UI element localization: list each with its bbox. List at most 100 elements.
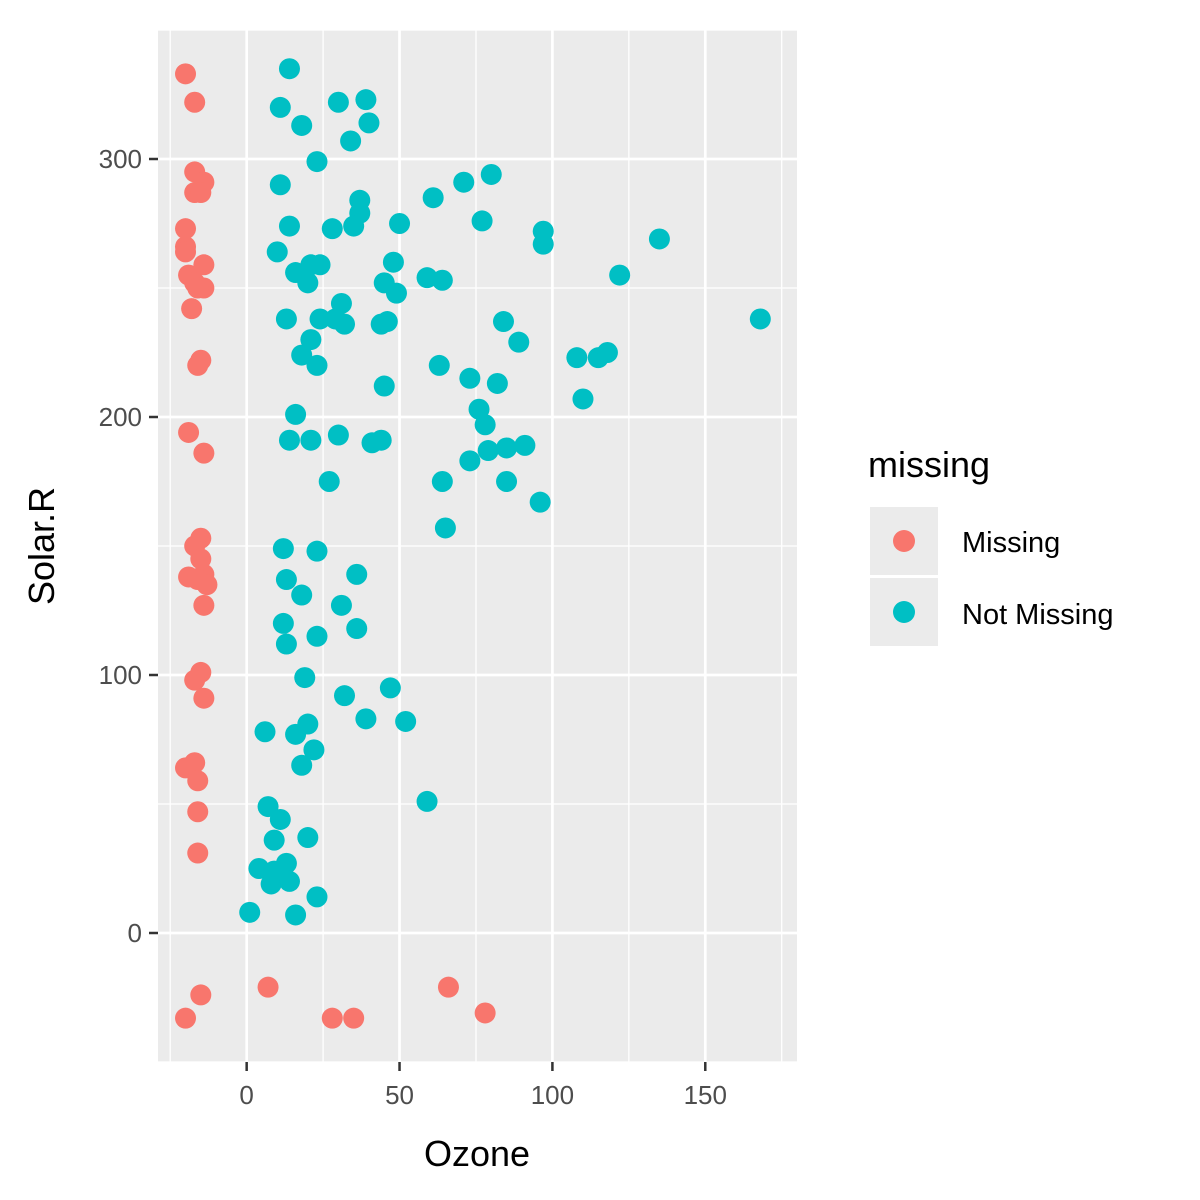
data-point — [334, 685, 356, 707]
data-point — [187, 277, 209, 299]
data-point — [492, 311, 514, 333]
data-point — [306, 625, 328, 647]
data-point — [187, 354, 209, 376]
data-point — [389, 213, 411, 234]
x-tick-label: 150 — [684, 1080, 727, 1110]
data-point — [181, 298, 203, 320]
data-point — [471, 210, 493, 232]
data-point — [321, 1007, 343, 1029]
data-point — [318, 471, 340, 492]
data-point — [260, 873, 282, 895]
data-point — [306, 354, 328, 376]
data-point — [572, 388, 594, 410]
data-point — [285, 403, 307, 425]
data-point — [373, 375, 395, 397]
data-point — [285, 904, 307, 926]
data-point — [190, 182, 212, 204]
data-point — [327, 424, 349, 446]
data-point — [254, 721, 276, 743]
data-point — [395, 710, 417, 732]
x-axis: 0 50 100 150 — [239, 1062, 727, 1110]
data-point — [278, 215, 300, 237]
data-point — [385, 282, 407, 304]
y-axis-title: Solar.R — [21, 487, 62, 605]
data-point — [321, 218, 343, 240]
data-point — [532, 233, 554, 255]
data-point — [266, 241, 288, 263]
legend-label-missing: Missing — [962, 527, 1060, 559]
data-point — [190, 984, 212, 1006]
data-point — [514, 434, 536, 456]
data-point — [382, 251, 404, 273]
data-point — [291, 754, 313, 776]
data-point — [297, 272, 319, 294]
data-point — [269, 174, 291, 196]
data-point — [428, 354, 450, 376]
y-axis: 0 100 200 300 — [99, 144, 158, 948]
y-tick-label: 0 — [128, 918, 142, 948]
legend-dot-missing — [893, 530, 915, 552]
data-point — [300, 329, 322, 351]
data-point — [596, 342, 618, 363]
x-tick-label: 0 — [239, 1080, 253, 1110]
data-point — [272, 538, 294, 560]
data-point — [257, 976, 279, 998]
legend-label-not-missing: Not Missing — [962, 599, 1114, 631]
data-point — [175, 1007, 197, 1029]
data-point — [306, 151, 328, 173]
data-point — [459, 450, 481, 472]
data-point — [422, 187, 444, 209]
data-point — [184, 91, 206, 113]
data-point — [193, 254, 215, 276]
data-point — [434, 517, 456, 539]
data-point — [330, 594, 352, 616]
data-point — [376, 311, 398, 333]
data-point — [196, 574, 218, 596]
data-point — [278, 429, 300, 451]
data-point — [343, 215, 365, 237]
data-point — [453, 171, 475, 193]
data-point — [239, 901, 261, 923]
data-point — [175, 63, 197, 85]
data-point — [291, 344, 313, 366]
legend-title: missing — [868, 444, 990, 485]
data-point — [184, 669, 206, 691]
data-point — [496, 437, 518, 459]
data-point — [178, 421, 200, 443]
series-not-missing — [239, 58, 771, 926]
data-point — [346, 563, 368, 585]
data-point — [416, 790, 438, 812]
data-point — [272, 612, 294, 634]
data-point — [187, 770, 209, 792]
data-point — [275, 308, 297, 330]
data-point — [346, 618, 368, 640]
data-point — [431, 269, 453, 291]
data-point — [303, 739, 325, 761]
data-point — [278, 58, 300, 80]
data-point — [187, 842, 209, 864]
data-point — [355, 708, 377, 730]
data-point — [609, 264, 631, 286]
data-point — [193, 594, 215, 616]
data-point — [300, 429, 322, 451]
data-point — [187, 801, 209, 823]
x-tick-label: 100 — [531, 1080, 574, 1110]
data-point — [269, 96, 291, 118]
data-point — [278, 870, 300, 892]
data-point — [291, 114, 313, 136]
data-point — [355, 89, 377, 111]
data-point — [297, 827, 319, 849]
series-missing — [175, 63, 496, 1029]
x-tick-label: 50 — [385, 1080, 414, 1110]
data-point — [477, 440, 499, 462]
legend: missing Missing Not Missing — [868, 444, 1114, 646]
data-point — [474, 1002, 496, 1024]
data-point — [309, 254, 331, 276]
data-point — [327, 91, 349, 113]
data-point — [496, 471, 518, 492]
grid-major — [158, 30, 797, 1062]
data-point — [340, 130, 362, 152]
data-point — [566, 347, 588, 369]
data-point — [275, 633, 297, 655]
